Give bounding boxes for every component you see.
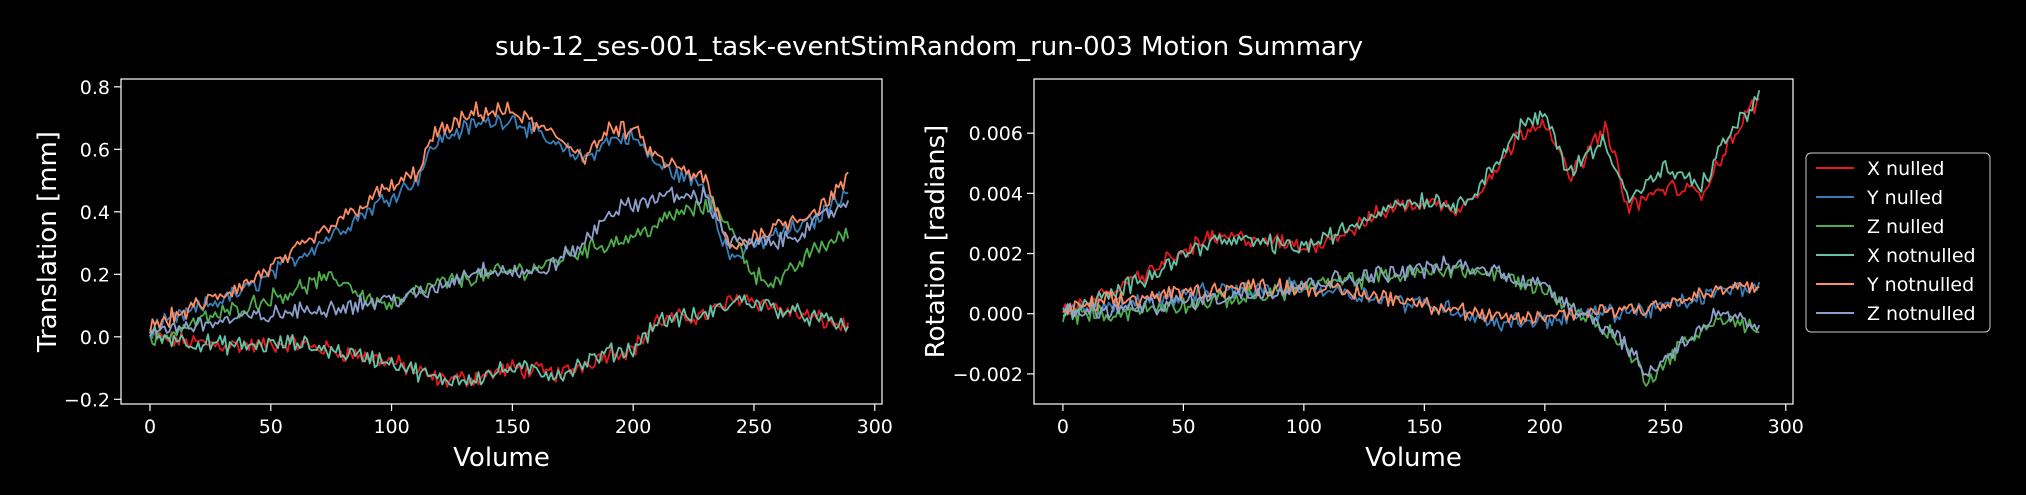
rotation-xlabel: Volume	[1365, 443, 1462, 473]
translation-xtick-label: 250	[736, 416, 772, 438]
rotation-series-x-notnulled	[1062, 89, 1761, 321]
rotation-ytick-label: 0.006	[969, 123, 1023, 145]
rotation-ytick-label: −0.002	[953, 364, 1023, 386]
rotation-ytick-label: 0.000	[969, 304, 1023, 326]
translation-ytick-label: 0.8	[80, 77, 110, 99]
figure-title: sub-12_ses-001_task-eventStimRandom_run-…	[495, 32, 1363, 62]
translation-plot: 0 50 100 150 200 250 300 −0.2 0.0 0.2 0.4 0.6 0.8 Vol…	[33, 77, 893, 473]
legend: X nulled Y nulled Z nulled X notnulled Y not…	[1805, 152, 1991, 333]
translation-xtick-label: 300	[857, 416, 893, 438]
rotation-plot: 0 50 100 150 200 250 300 −0.002 0.000 0.002 0.004 0…	[921, 78, 1804, 473]
rotation-ylabel: Rotation [radians]	[921, 125, 951, 359]
translation-series-y-nulled	[149, 114, 849, 339]
translation-xtick-label: 200	[615, 416, 651, 438]
legend-label: Z nulled	[1867, 216, 1944, 238]
rotation-series-z-notnulled	[1062, 255, 1761, 377]
rotation-ytick-label: 0.004	[969, 183, 1023, 205]
rotation-xtick-label: 300	[1768, 416, 1804, 438]
legend-label: X nulled	[1867, 158, 1944, 180]
translation-ytick-label: 0.6	[80, 139, 110, 161]
translation-ylabel: Translation [mm]	[33, 131, 63, 353]
rotation-xtick-label: 150	[1406, 416, 1442, 438]
translation-ytick-label: −0.2	[64, 389, 110, 411]
translation-ytick-label: 0.0	[80, 327, 110, 349]
translation-series-x-notnulled	[149, 294, 849, 387]
translation-series-z-nulled	[149, 195, 850, 347]
translation-series-z-notnulled	[149, 186, 850, 334]
rotation-xtick-label: 0	[1057, 416, 1069, 438]
rotation-xtick-label: 250	[1647, 416, 1683, 438]
legend-label: X notnulled	[1867, 245, 1976, 267]
translation-xtick-label: 0	[144, 416, 156, 438]
translation-ytick-label: 0.4	[80, 202, 110, 224]
translation-xtick-label: 100	[373, 416, 409, 438]
translation-xtick-label: 50	[259, 416, 283, 438]
legend-label: Y nulled	[1866, 187, 1943, 209]
rotation-series-y-notnulled	[1062, 277, 1760, 325]
legend-label: Z notnulled	[1867, 303, 1976, 325]
legend-label: Y notnulled	[1866, 274, 1974, 296]
rotation-axes-frame	[1033, 78, 1794, 405]
rotation-ytick-label: 0.002	[969, 244, 1023, 266]
translation-ytick-label: 0.2	[80, 264, 110, 286]
translation-series-y-notnulled	[149, 101, 849, 334]
rotation-xtick-label: 200	[1527, 416, 1563, 438]
rotation-series-y-nulled	[1062, 276, 1761, 332]
rotation-xtick-label: 50	[1171, 416, 1195, 438]
rotation-xtick-label: 100	[1286, 416, 1322, 438]
translation-xtick-label: 150	[494, 416, 530, 438]
translation-xlabel: Volume	[453, 443, 550, 473]
